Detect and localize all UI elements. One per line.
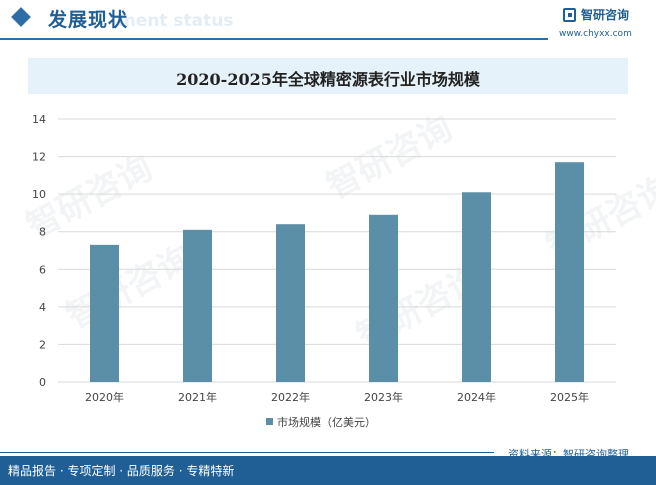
x-tick-label: 2024年 bbox=[457, 390, 496, 404]
header-subtitle-ghost: ment status bbox=[118, 11, 234, 31]
bar-chart: 0 2 4 6 8 10 12 14 2020年 2021年 2022年 2023年 2024年 2025… bbox=[32, 113, 616, 429]
legend-label: 市场规模（亿美元） bbox=[277, 415, 376, 429]
y-tick-label: 12 bbox=[32, 151, 46, 164]
header-divider bbox=[0, 38, 548, 40]
x-tick-label: 2021年 bbox=[178, 390, 217, 404]
bar bbox=[276, 224, 305, 382]
x-tick-label: 2020年 bbox=[85, 390, 124, 404]
y-tick-label: 4 bbox=[39, 301, 46, 314]
chart-title-band: 2020-2025年全球精密源表行业市场规模 bbox=[28, 58, 628, 94]
logo-name: 智研咨询 bbox=[581, 8, 630, 22]
bar bbox=[183, 229, 212, 382]
y-tick-label: 0 bbox=[39, 376, 46, 389]
x-tick-label: 2022年 bbox=[271, 390, 310, 404]
bar bbox=[90, 244, 119, 382]
footer-slogan: 精品报告 · 专项定制 · 品质服务 · 专精特新 bbox=[8, 464, 235, 478]
x-tick-label: 2025年 bbox=[550, 390, 589, 404]
footer-bar: 精品报告 · 专项定制 · 品质服务 · 专精特新 bbox=[0, 456, 656, 485]
section-title: 发展现状 bbox=[48, 9, 129, 31]
y-tick-label: 8 bbox=[39, 226, 46, 239]
y-tick-label: 14 bbox=[32, 113, 46, 126]
logo-icon bbox=[563, 8, 576, 22]
y-tick-label: 6 bbox=[39, 263, 46, 276]
y-tick-label: 2 bbox=[39, 338, 46, 351]
x-tick-label: 2023年 bbox=[364, 390, 403, 404]
bar bbox=[369, 214, 398, 382]
legend-swatch bbox=[266, 418, 273, 425]
brand-logo: 智研咨询 www.chyxx.com bbox=[559, 7, 643, 39]
header: ment status 发展现状 智研咨询 www.chyxx.com bbox=[0, 0, 656, 40]
source-divider bbox=[0, 452, 494, 453]
bar bbox=[462, 192, 491, 382]
chart-title: 2020-2025年全球精密源表行业市场规模 bbox=[176, 70, 480, 89]
y-tick-label: 10 bbox=[32, 188, 46, 201]
logo-url: www.chyxx.com bbox=[559, 29, 632, 39]
bar bbox=[555, 162, 584, 382]
